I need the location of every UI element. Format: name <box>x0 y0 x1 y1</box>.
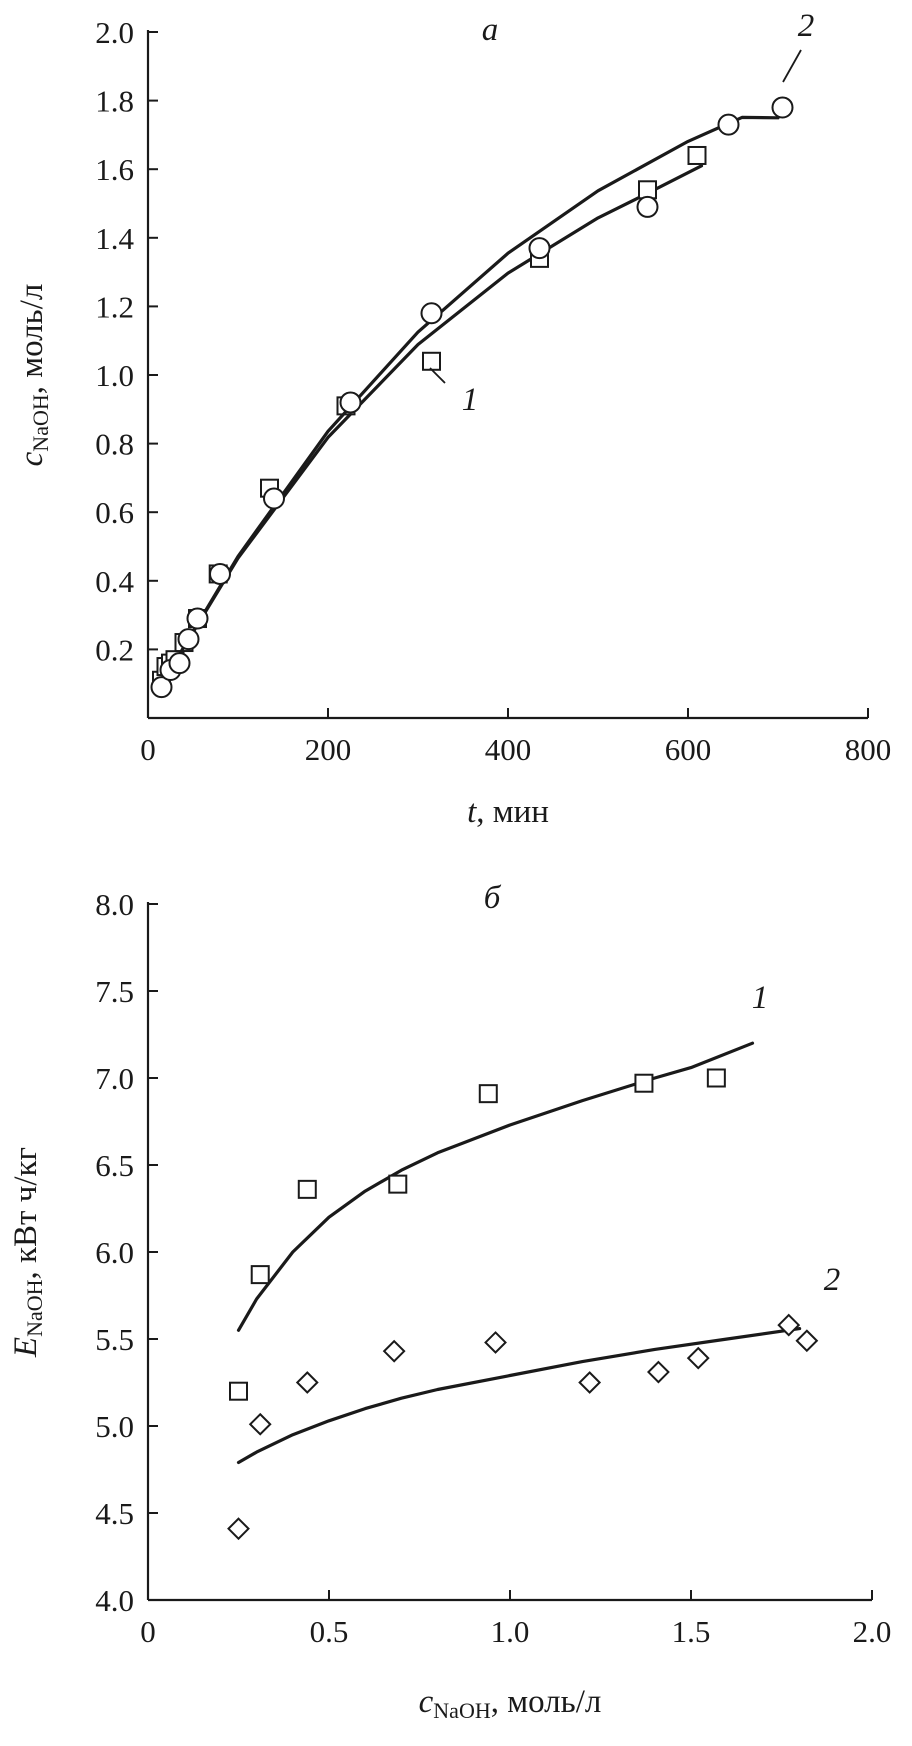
y-tick-label: 5.5 <box>95 1322 134 1357</box>
y-tick-label: 1.4 <box>95 221 134 256</box>
y-tick-label: 5.0 <box>95 1409 134 1444</box>
x-tick-label: 800 <box>845 732 892 767</box>
data-point-diamond <box>777 1313 801 1337</box>
chart-panel-1: 0.2 0.4 0.6 0.8 1.0 1.2 1.4 1.6 1.8 2.0 0 200 400 600… <box>14 8 891 830</box>
series-label-2: 2 <box>798 8 815 44</box>
data-point-circle <box>177 628 200 651</box>
fit-curve-1 <box>164 164 704 679</box>
y-tick-label: 4.0 <box>95 1583 134 1618</box>
y-axis-label: cNaOH, моль/л <box>14 284 53 467</box>
data-point-diamond <box>227 1517 250 1541</box>
data-point-square <box>422 351 441 371</box>
data-point-circle <box>150 676 173 699</box>
x-axis-label: t, мин <box>467 794 549 830</box>
y-tick-label: 1.2 <box>95 289 134 324</box>
data-point-diamond <box>484 1331 507 1354</box>
chart-panel-2: 4.0 4.5 5.0 5.5 6.0 6.5 7.0 7.5 8.0 0 0.5 1.0 1.5 2.0… <box>8 880 891 1723</box>
data-point-square <box>297 1179 317 1199</box>
y-tick-label: 0.6 <box>95 495 134 530</box>
data-point-square <box>229 1381 248 1401</box>
x-tick-label: 400 <box>485 732 532 767</box>
data-point-square <box>250 1265 270 1285</box>
series-label-2: 2 <box>824 1262 841 1298</box>
x-tick-label: 0.5 <box>310 1614 349 1649</box>
fit-curve-2 <box>236 1327 802 1465</box>
data-point-square <box>638 180 657 200</box>
x-tick-label: 0 <box>140 732 156 767</box>
data-point-circle <box>168 652 191 675</box>
y-tick-label: 0.2 <box>95 632 134 667</box>
series-1 <box>229 1041 755 1401</box>
y-tick-label: 7.0 <box>95 1061 134 1096</box>
fit-curve-1 <box>236 1041 755 1332</box>
series-label-1: 1 <box>752 980 769 1016</box>
data-point-square <box>478 1084 498 1104</box>
y-tick-label: 2.0 <box>95 15 134 50</box>
x-tick-label: 2.0 <box>853 1614 892 1649</box>
y-tick-label: 8.0 <box>95 887 134 922</box>
data-point-diamond <box>578 1371 602 1394</box>
data-point-diamond <box>686 1346 710 1370</box>
x-tick-label: 1.0 <box>491 1614 530 1649</box>
data-point-diamond <box>248 1412 272 1436</box>
y-tick-label: 1.6 <box>95 152 134 187</box>
data-point-circle <box>771 96 794 119</box>
series-1 <box>152 145 707 690</box>
data-point-square <box>388 1174 408 1194</box>
y-tick-label: 6.0 <box>95 1235 134 1270</box>
y-tick-label: 7.5 <box>95 974 134 1009</box>
data-point-diamond <box>795 1329 819 1353</box>
data-point-circle <box>528 237 551 260</box>
panel-label: а <box>482 12 499 48</box>
x-tick-label: 200 <box>305 732 352 767</box>
data-point-circle <box>186 607 209 630</box>
label-leader-line <box>782 49 802 83</box>
panel-label: б <box>484 880 502 916</box>
data-point-square <box>687 145 707 165</box>
data-point-square <box>706 1068 726 1088</box>
y-tick-label: 4.5 <box>95 1496 134 1531</box>
data-point-circle <box>420 302 443 325</box>
label-leader-line <box>429 367 446 384</box>
x-tick-label: 1.5 <box>672 1614 711 1649</box>
x-axis-label: cNaOH, моль/л <box>419 1684 602 1723</box>
y-tick-label: 6.5 <box>95 1148 134 1183</box>
y-tick-label: 0.4 <box>95 564 134 599</box>
data-point-circle <box>339 391 362 414</box>
data-point-diamond <box>295 1371 319 1394</box>
x-tick-label: 0 <box>140 1614 156 1649</box>
y-tick-label: 1.0 <box>95 358 134 393</box>
data-point-circle <box>263 487 285 510</box>
y-axis-label: ENaOH, кВт ч/кг <box>8 1147 47 1358</box>
data-point-square <box>634 1073 654 1093</box>
series-label-1: 1 <box>462 382 479 418</box>
x-tick-label: 600 <box>665 732 712 767</box>
data-point-diamond <box>382 1339 406 1363</box>
y-tick-label: 0.8 <box>95 427 134 462</box>
y-tick-label: 1.8 <box>95 84 134 119</box>
series-2 <box>150 96 794 699</box>
data-point-circle <box>209 562 231 585</box>
data-point-diamond <box>647 1360 670 1384</box>
data-point-circle <box>717 113 740 136</box>
data-point-circle <box>636 195 659 218</box>
series-2 <box>227 1313 819 1541</box>
